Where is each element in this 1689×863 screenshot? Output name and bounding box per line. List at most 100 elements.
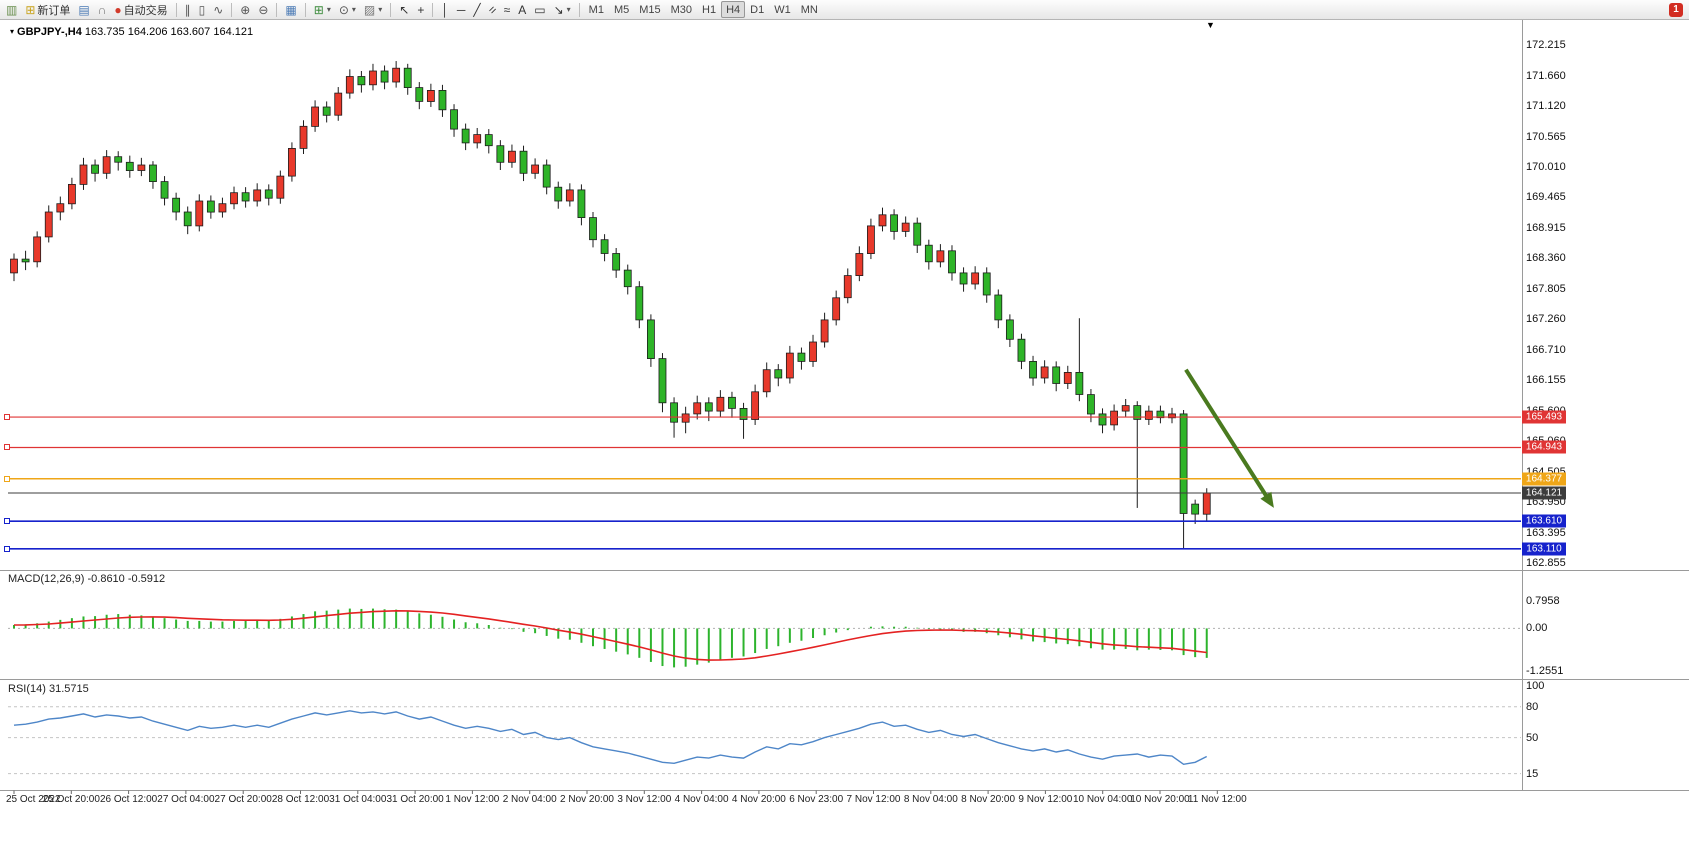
indicators-icon: ⊞ [313,2,324,17]
line-handle[interactable] [4,414,10,421]
candlestick-series [10,61,1211,549]
price-tag: 163.110 [1522,542,1566,556]
timeframe-m15-button[interactable]: M15 [639,3,661,16]
new-chart-icon: ▥ [6,2,18,17]
crosshair-icon[interactable]: + [413,1,428,18]
axis-label: 50 [1526,731,1539,744]
timeframe-d1-button[interactable]: D1 [750,3,765,16]
line-chart-icon[interactable]: ∿ [209,1,227,18]
line-handle[interactable] [4,444,10,451]
dropdown-arrow-icon[interactable]: ▾ [566,5,571,14]
timeframe-h1-button[interactable]: H1 [702,3,717,16]
support-icon[interactable]: ∩ [94,1,111,18]
text-label-icon[interactable]: ▭ [530,1,549,18]
time-axis-label: 25 Oct 20:00 [42,794,100,805]
timeframe-m5-button[interactable]: M5 [613,3,630,16]
cursor-icon[interactable]: ↖ [395,1,413,18]
time-axis-label: 8 Nov 04:00 [903,794,958,805]
vertical-line-icon: │ [441,2,449,17]
text-icon: A [518,2,527,17]
periods-icon[interactable]: ⊙ ▾ [335,1,360,18]
toolbar: ▥ ⊞ 新订单 ▤ ∩ ● 自动交易 ∥ ▯ ∿ ⊕ ⊖ ▦ ⊞ ▾ ⊙ ▾ ▨ ▾ ↖ + │ ─ ╱ = ≈ A ▭ ↘ ▾ M1 M5 M… [0,0,1689,20]
time-axis-label: 10 Nov 04:00 [1072,794,1133,805]
trendline-icon: ╱ [473,2,481,17]
auto-trading-button[interactable]: ● 自动交易 [110,1,171,18]
axis-label: 165.600 [1526,405,1566,418]
horizontal-line-icon[interactable]: ─ [453,1,470,18]
axis-label: 0.7958 [1526,595,1560,608]
axis-label: 167.260 [1526,313,1566,326]
tile-windows-icon[interactable]: ▦ [281,1,300,18]
zoom-out-icon[interactable]: ⊖ [254,1,272,18]
new-order-button[interactable]: ⊞ 新订单 [21,1,74,18]
time-axis-label: 11 Nov 12:00 [1187,794,1247,805]
axis-label: 164.505 [1526,465,1566,478]
time-axis-label: 8 Nov 20:00 [961,794,1016,805]
new-chart-icon[interactable]: ▥ [2,1,21,18]
bar-chart-icon: ∥ [184,2,191,17]
collapse-marker-icon[interactable]: ▾ [10,27,15,36]
dropdown-arrow-icon[interactable]: ▾ [351,5,356,14]
line-chart-icon: ∿ [213,2,224,17]
axis-label: 166.155 [1526,374,1566,387]
timeframe-w1-button[interactable]: W1 [774,3,791,16]
symbol-period-label: GBPJPY-,H4 [17,26,82,38]
chart-profiles-icon: ▤ [78,2,90,17]
bar-chart-icon[interactable]: ∥ [181,1,195,18]
notification-badge[interactable]: 1 [1669,3,1683,17]
timeframe-m1-button[interactable]: M1 [588,3,604,16]
trend-arrow[interactable] [1184,368,1274,508]
axis-label: 162.855 [1526,556,1566,569]
fibonacci-icon: ≈ [503,2,511,17]
axis-label: 171.120 [1526,99,1566,112]
line-handle[interactable] [4,475,10,482]
trendline-icon[interactable]: ╱ [469,1,484,18]
macd-label: MACD(12,26,9) -0.8610 -0.5912 [8,573,165,585]
current-bar-marker-icon[interactable]: ▼ [1206,20,1215,30]
crosshair-icon: + [417,2,425,17]
text-label-icon: ▭ [534,2,546,17]
time-axis-label: 2 Nov 20:00 [560,794,614,805]
price-tag: 164.121 [1522,486,1566,500]
axis-label: 80 [1526,700,1539,713]
time-axis-label: 1 Nov 12:00 [445,794,500,805]
panel-frame [0,20,1689,791]
vertical-line-icon[interactable]: │ [437,1,453,18]
toolbar-separator [276,2,278,17]
horizontal-lines[interactable] [8,416,1521,550]
axis-label: 165.060 [1526,435,1566,447]
zoom-in-icon[interactable]: ⊕ [236,1,254,18]
toolbar-separator [432,2,434,17]
price-tag: 164.943 [1522,440,1566,454]
chart-profiles-icon[interactable]: ▤ [74,1,93,18]
rsi-name: RSI(14) [8,683,46,695]
dropdown-arrow-icon[interactable]: ▾ [326,5,331,14]
toolbar-separator [578,2,580,17]
text-icon[interactable]: A [514,1,530,18]
arrows-icon[interactable]: ↘ ▾ [550,1,575,18]
dropdown-arrow-icon[interactable]: ▾ [378,5,383,14]
templates-icon[interactable]: ▨ ▾ [360,1,386,18]
line-handle[interactable] [4,518,10,525]
indicators-icon[interactable]: ⊞ ▾ [310,1,335,18]
time-axis-label: 3 Nov 12:00 [617,794,672,805]
toolbar-separator [390,2,392,17]
candlestick-chart-icon[interactable]: ▯ [195,1,210,18]
zoom-out-icon: ⊖ [258,2,269,17]
line-handle[interactable] [4,545,10,552]
time-axis-label: 2 Nov 04:00 [502,794,557,805]
channel-icon[interactable]: = [485,1,500,18]
axis-label: 170.010 [1526,161,1566,174]
timeframe-mn-button[interactable]: MN [800,3,818,16]
timeframe-m30-button[interactable]: M30 [670,3,693,16]
timeframe-h4-button[interactable]: H4 [721,1,746,18]
time-axis-label: 4 Nov 04:00 [674,794,729,805]
auto-trading-button-label: 自动交易 [123,4,168,17]
macd-name: MACD(12,26,9) [8,573,85,585]
fibonacci-icon[interactable]: ≈ [500,1,515,18]
new-order-button-label: 新订单 [37,4,71,17]
axis-label: 0.00 [1526,622,1548,635]
time-axis-ticks [13,790,1218,794]
axis-label: 171.660 [1526,69,1566,82]
